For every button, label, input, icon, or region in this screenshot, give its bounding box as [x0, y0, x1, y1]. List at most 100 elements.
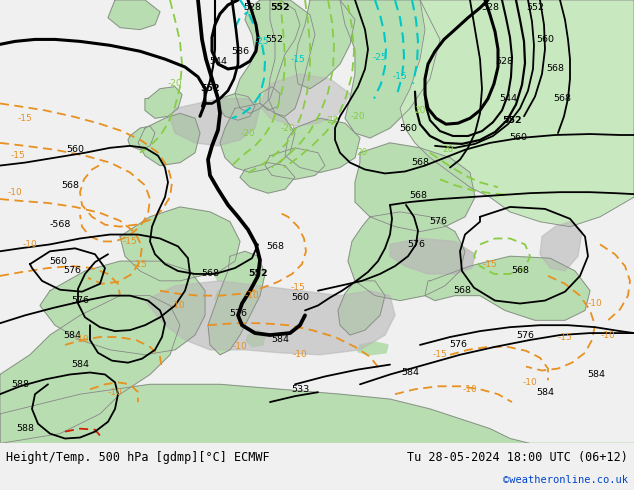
Polygon shape — [0, 295, 180, 443]
Text: 568: 568 — [511, 267, 529, 275]
Polygon shape — [246, 330, 265, 347]
Text: 552: 552 — [526, 3, 544, 12]
Polygon shape — [40, 261, 205, 355]
Text: Height/Temp. 500 hPa [gdmp][°C] ECMWF: Height/Temp. 500 hPa [gdmp][°C] ECMWF — [6, 451, 269, 464]
Text: 568: 568 — [201, 270, 219, 278]
Text: 576: 576 — [407, 240, 425, 249]
Text: -10: -10 — [293, 350, 307, 359]
Text: 20: 20 — [443, 146, 454, 154]
Polygon shape — [145, 281, 395, 355]
Text: 568: 568 — [453, 286, 471, 295]
Polygon shape — [128, 126, 155, 150]
Text: -10: -10 — [171, 301, 185, 310]
Text: 552: 552 — [248, 270, 268, 278]
Polygon shape — [295, 0, 355, 89]
Text: -10: -10 — [108, 388, 122, 397]
Text: 533: 533 — [291, 385, 309, 394]
Text: 584: 584 — [587, 370, 605, 379]
Text: 576: 576 — [63, 267, 81, 275]
Text: -15: -15 — [392, 73, 408, 81]
Polygon shape — [0, 384, 634, 443]
Polygon shape — [260, 87, 280, 110]
Text: 576: 576 — [71, 296, 89, 305]
Text: 552: 552 — [502, 116, 522, 125]
Text: -15: -15 — [290, 283, 306, 292]
Text: -25: -25 — [255, 37, 269, 46]
Text: -10: -10 — [463, 385, 477, 394]
Polygon shape — [240, 163, 295, 193]
Text: -20: -20 — [241, 128, 256, 138]
Text: 560: 560 — [509, 133, 527, 143]
Text: -15: -15 — [11, 151, 25, 160]
Text: -15: -15 — [482, 260, 498, 269]
Polygon shape — [138, 113, 200, 166]
Text: -10: -10 — [600, 331, 616, 340]
Polygon shape — [400, 0, 634, 227]
Text: 568: 568 — [266, 242, 284, 251]
Text: 584: 584 — [71, 360, 89, 369]
Text: 560: 560 — [536, 35, 554, 44]
Text: -15: -15 — [432, 350, 448, 359]
Text: -15: -15 — [133, 260, 147, 269]
Text: -20: -20 — [351, 112, 365, 121]
Polygon shape — [215, 286, 232, 305]
Text: 568: 568 — [553, 94, 571, 103]
Polygon shape — [265, 148, 325, 179]
Text: -10: -10 — [75, 336, 89, 344]
Text: 584: 584 — [63, 331, 81, 340]
Text: 588: 588 — [11, 380, 29, 389]
Polygon shape — [285, 118, 360, 172]
Polygon shape — [358, 342, 388, 355]
Text: 552: 552 — [265, 35, 283, 44]
Polygon shape — [108, 0, 160, 29]
Text: 576: 576 — [516, 331, 534, 340]
Text: 568: 568 — [409, 191, 427, 199]
Text: -10: -10 — [23, 240, 37, 249]
Text: -10: -10 — [522, 378, 538, 387]
Text: 588: 588 — [16, 424, 34, 433]
Polygon shape — [355, 143, 475, 232]
Text: 568: 568 — [411, 158, 429, 167]
Text: 568: 568 — [61, 181, 79, 190]
Text: 560: 560 — [49, 257, 67, 266]
Text: -20: -20 — [325, 116, 339, 125]
Text: -15: -15 — [558, 333, 573, 342]
Text: -568: -568 — [49, 220, 70, 229]
Text: 576: 576 — [229, 309, 247, 318]
Polygon shape — [208, 251, 265, 355]
Text: 552: 552 — [200, 84, 220, 93]
Text: -10: -10 — [245, 291, 259, 300]
Text: -10: -10 — [8, 188, 22, 196]
Text: -15: -15 — [290, 54, 306, 64]
Text: -20: -20 — [167, 79, 183, 88]
Polygon shape — [425, 256, 590, 320]
Text: 584: 584 — [401, 368, 419, 377]
Polygon shape — [235, 0, 300, 113]
Text: ©weatheronline.co.uk: ©weatheronline.co.uk — [503, 475, 628, 485]
Text: -10: -10 — [588, 299, 602, 308]
Text: Tu 28-05-2024 18:00 UTC (06+12): Tu 28-05-2024 18:00 UTC (06+12) — [407, 451, 628, 464]
Text: 560: 560 — [291, 293, 309, 302]
Text: 552: 552 — [270, 3, 290, 12]
Polygon shape — [390, 239, 475, 274]
Text: -10: -10 — [233, 343, 247, 351]
Polygon shape — [348, 212, 465, 300]
Polygon shape — [338, 281, 385, 335]
Text: 20: 20 — [414, 106, 425, 115]
Polygon shape — [340, 0, 440, 138]
Polygon shape — [260, 74, 350, 126]
Text: 568: 568 — [546, 65, 564, 74]
Polygon shape — [145, 87, 182, 118]
Polygon shape — [540, 221, 582, 271]
Text: 544: 544 — [499, 94, 517, 103]
Text: 20: 20 — [356, 148, 368, 157]
Text: 560: 560 — [66, 146, 84, 154]
Text: 560: 560 — [399, 123, 417, 133]
Text: 528: 528 — [481, 3, 499, 12]
Polygon shape — [120, 207, 240, 281]
Text: 544: 544 — [209, 57, 227, 66]
Text: 528: 528 — [495, 57, 513, 66]
Text: 576: 576 — [429, 217, 447, 226]
Text: 528: 528 — [243, 3, 261, 12]
Text: 584: 584 — [536, 388, 554, 397]
